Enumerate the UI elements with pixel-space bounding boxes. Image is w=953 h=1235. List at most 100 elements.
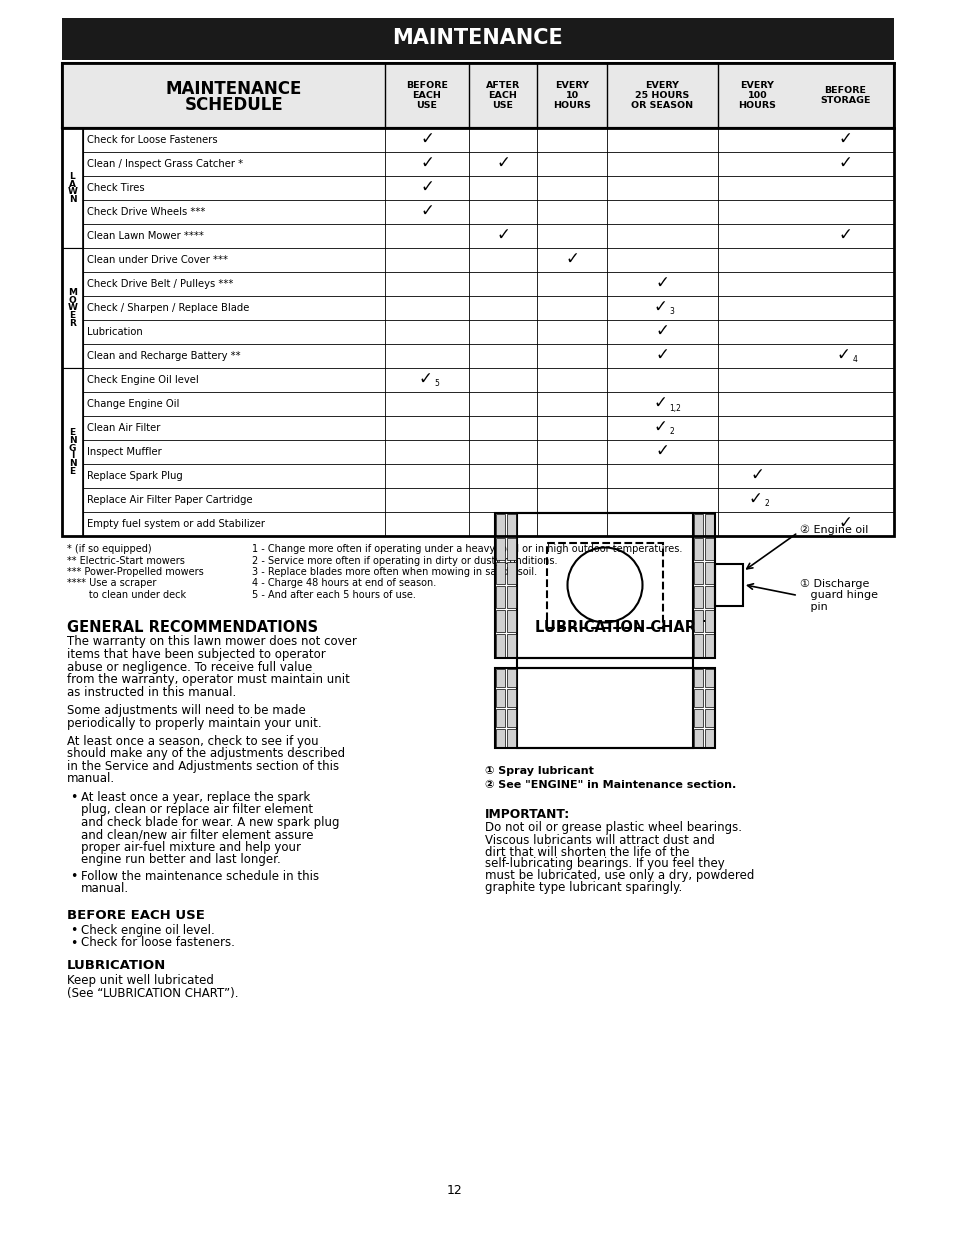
Text: 1,2: 1,2 [669,404,680,412]
Text: ✓: ✓ [496,226,510,245]
Bar [517,513,692,657]
Text: dirt that will shorten the life of the: dirt that will shorten the life of the [484,846,689,858]
Text: ✓: ✓ [655,442,669,459]
Text: 2: 2 [669,427,674,436]
Text: EVERY
10
HOURS: EVERY 10 HOURS [553,82,590,110]
Text: 3: 3 [669,308,674,316]
Text: The warranty on this lawn mower does not cover: The warranty on this lawn mower does not… [67,636,356,648]
Bar [506,537,516,559]
Text: Lubrication: Lubrication [87,327,143,337]
Text: M
O
W
E
R: M O W E R [68,288,77,329]
Text: ✓: ✓ [653,417,667,436]
Text: manual.: manual. [81,883,129,895]
Text: ✓: ✓ [653,394,667,412]
Text: abuse or negligence. To receive full value: abuse or negligence. To receive full val… [67,661,312,673]
Text: in the Service and Adjustments section of this: in the Service and Adjustments section o… [67,760,338,773]
Text: ✓: ✓ [655,346,669,364]
Text: Replace Spark Plug: Replace Spark Plug [87,471,183,480]
Bar [506,610,516,632]
Text: ✓: ✓ [836,346,849,364]
Bar [506,688,516,706]
Text: BEFORE
EACH
USE: BEFORE EACH USE [406,82,448,110]
Bar [83,248,893,272]
Text: BEFORE EACH USE: BEFORE EACH USE [67,909,205,923]
Bar [496,537,504,559]
Text: graphite type lubricant sparingly.: graphite type lubricant sparingly. [484,882,681,894]
Bar [693,635,702,657]
Bar [62,128,893,536]
Text: and clean/new air filter element assure: and clean/new air filter element assure [81,829,314,841]
Bar [62,19,893,61]
Text: ✓: ✓ [838,130,852,148]
Bar [83,488,893,513]
Bar [62,368,83,536]
Bar [83,416,893,440]
Text: 2: 2 [763,499,768,509]
Bar [495,667,714,747]
Text: Clean under Drive Cover ***: Clean under Drive Cover *** [87,254,228,266]
Text: ✓: ✓ [838,154,852,172]
Text: Empty fuel system or add Stabilizer: Empty fuel system or add Stabilizer [87,519,265,529]
Bar [714,563,742,605]
Text: Keep unit well lubricated: Keep unit well lubricated [67,974,213,987]
Bar [506,562,516,584]
Text: as instructed in this manual.: as instructed in this manual. [67,685,236,699]
Text: •: • [70,869,77,883]
Bar [693,668,702,687]
Text: AFTER
EACH
USE: AFTER EACH USE [485,82,519,110]
Text: ✓: ✓ [419,178,434,196]
Text: Inspect Muffler: Inspect Muffler [87,447,162,457]
Text: plug, clean or replace air filter element: plug, clean or replace air filter elemen… [81,804,313,816]
Bar [506,514,516,536]
Text: Do not oil or grease plastic wheel bearings.: Do not oil or grease plastic wheel beari… [484,821,741,835]
Text: ✓: ✓ [419,154,434,172]
Text: ② Engine oil: ② Engine oil [800,525,867,535]
Text: BEFORE
STORAGE: BEFORE STORAGE [820,86,870,105]
Text: 1 - Change more often if operating under a heavy load or in high outdoor tempera: 1 - Change more often if operating under… [252,543,681,555]
Text: ✓: ✓ [838,226,852,245]
Text: Check engine oil level.: Check engine oil level. [81,924,214,937]
Text: ✓: ✓ [750,466,763,484]
Bar [496,668,504,687]
Bar [496,610,504,632]
Bar [693,514,702,536]
Bar [83,320,893,345]
Bar [496,688,504,706]
Bar [496,709,504,726]
Text: **** Use a scraper: **** Use a scraper [67,578,156,589]
Bar [704,585,713,608]
Text: ✓: ✓ [838,514,852,532]
Text: Viscous lubricants will attract dust and: Viscous lubricants will attract dust and [484,834,714,846]
Text: •: • [70,924,77,937]
Text: ✓: ✓ [748,490,761,508]
Text: ✓: ✓ [496,154,510,172]
Bar [546,542,662,627]
Text: LUBRICATION: LUBRICATION [67,960,166,972]
Text: 12: 12 [447,1184,462,1197]
Bar [496,585,504,608]
Text: ① Discharge
   guard hinge
   pin: ① Discharge guard hinge pin [800,579,877,613]
Text: Check for Loose Fasteners: Check for Loose Fasteners [87,135,217,144]
Text: MAINTENANCE: MAINTENANCE [393,28,563,48]
Bar [83,128,893,152]
Text: 3 - Replace blades more often when mowing in sandy soil.: 3 - Replace blades more often when mowin… [252,567,537,577]
Text: Check / Sharpen / Replace Blade: Check / Sharpen / Replace Blade [87,303,249,312]
Text: ✓: ✓ [419,130,434,148]
Text: Clean Lawn Mower ****: Clean Lawn Mower **** [87,231,204,241]
Text: *** Power-Propelled mowers: *** Power-Propelled mowers [67,567,204,577]
Text: 5 - And after each 5 hours of use.: 5 - And after each 5 hours of use. [252,590,416,600]
Bar [693,562,702,584]
Text: and check blade for wear. A new spark plug: and check blade for wear. A new spark pl… [81,816,339,829]
Bar [704,729,713,746]
Bar [693,688,702,706]
Bar [693,610,702,632]
Bar [496,562,504,584]
Bar [83,513,893,536]
Text: proper air-fuel mixture and help your: proper air-fuel mixture and help your [81,841,301,853]
Text: EVERY
25 HOURS
OR SEASON: EVERY 25 HOURS OR SEASON [631,82,693,110]
Text: At least once a season, check to see if you: At least once a season, check to see if … [67,735,318,748]
Bar [62,248,83,368]
Bar [83,224,893,248]
Text: SCHEDULE: SCHEDULE [185,95,283,114]
Bar [83,177,893,200]
